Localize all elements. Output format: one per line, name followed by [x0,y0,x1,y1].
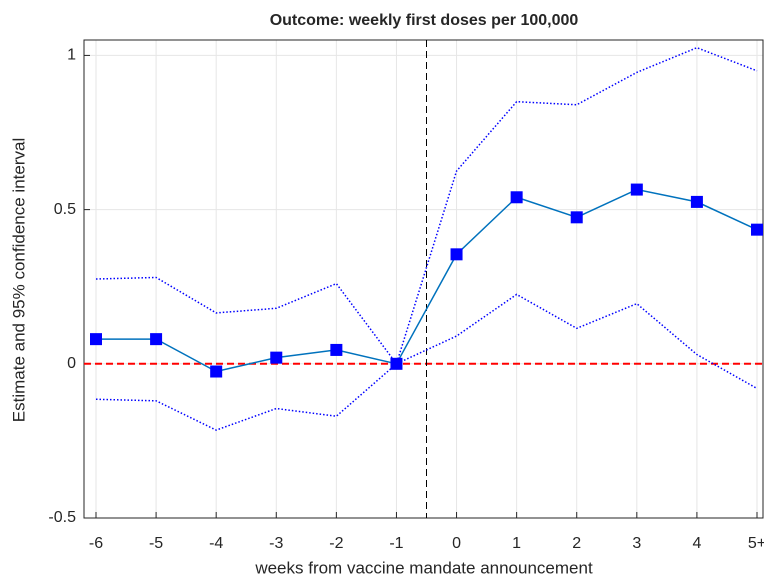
marker [751,223,763,236]
y-tick-label: 0.5 [54,201,76,218]
x-axis-label: weeks from vaccine mandate announcement [254,558,593,577]
marker [210,365,223,378]
marker [510,191,523,204]
chart-title: Outcome: weekly first doses per 100,000 [270,12,579,29]
x-tick-label: 0 [452,535,461,552]
x-tick-label: 5+ [748,535,764,552]
x-tick-label: -1 [389,535,403,552]
x-tick-label: 3 [632,535,641,552]
marker [150,333,163,346]
marker [330,343,343,356]
marker [690,195,703,208]
y-tick-label: -0.5 [48,509,76,526]
x-tick-label: -5 [149,535,163,552]
marker [90,333,102,346]
marker [630,183,643,196]
ci-line [95,46,758,366]
estimate-line [96,188,758,373]
ci-line [95,293,758,431]
x-tick-label: 2 [572,535,581,552]
x-tick-label: -6 [89,535,103,552]
x-tick-label: -3 [269,535,283,552]
x-tick-label: -4 [209,535,223,552]
marker [270,351,283,364]
x-tick-label: -2 [329,535,343,552]
marker [450,248,463,261]
x-tick-label: 1 [512,535,521,552]
axes-box [83,39,764,519]
y-axis-label: Estimate and 95% confidence interval [9,138,28,422]
marker [570,211,583,224]
x-tick-label: 4 [692,535,701,552]
y-tick-label: 0 [67,355,76,372]
marker [390,357,403,370]
y-tick-label: 1 [67,47,76,64]
